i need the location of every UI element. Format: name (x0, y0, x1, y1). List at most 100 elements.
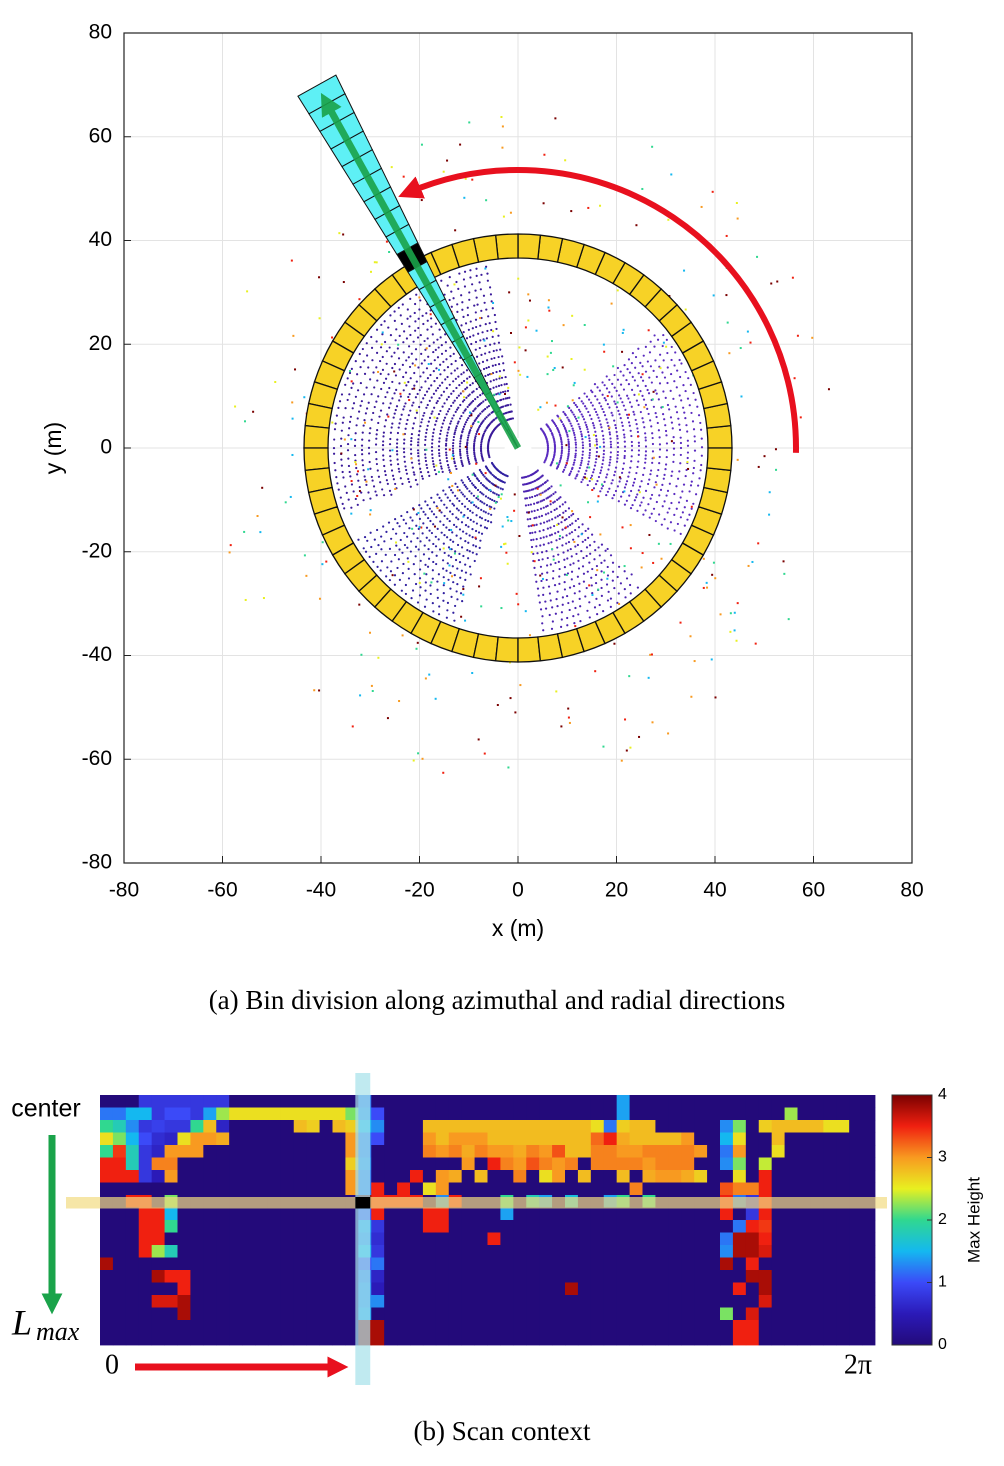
point-cloud-dot (498, 375, 501, 378)
heatmap-cell (448, 1120, 463, 1133)
point-cloud-dot (367, 446, 371, 449)
point-cloud-dot (599, 533, 602, 536)
point-cloud-dot (556, 546, 559, 549)
point-cloud-dot (425, 390, 429, 393)
heatmap-cell (590, 1132, 605, 1146)
point-cloud-dot (649, 419, 652, 422)
point-cloud-dot (365, 483, 368, 486)
point-cloud-dot (567, 448, 571, 451)
heatmap-cell (849, 1207, 863, 1221)
point-cloud-dot (539, 522, 542, 525)
heatmap-cell (720, 1207, 734, 1221)
point-cloud-dot (475, 296, 478, 299)
point-cloud-dot (462, 390, 465, 393)
point-cloud-dot (375, 351, 379, 354)
point-cloud-dot (630, 455, 633, 458)
point-cloud-dot (595, 443, 599, 446)
heatmap-cell (384, 1145, 398, 1158)
heatmap-cell (125, 1182, 140, 1196)
point-cloud-dot (600, 405, 603, 408)
heatmap-cell (255, 1120, 269, 1133)
heatmap-cell (732, 1282, 747, 1296)
heatmap-cell (332, 1182, 346, 1196)
point-cloud-dot (513, 361, 516, 364)
heatmap-cell (487, 1132, 501, 1146)
point-cloud-dot (428, 673, 431, 676)
point-cloud-dot (525, 511, 529, 514)
point-cloud-dot (578, 597, 581, 600)
point-cloud-dot (735, 202, 738, 205)
heatmap-cell (203, 1220, 217, 1233)
point-cloud-dot (689, 484, 693, 487)
point-cloud-dot (549, 563, 552, 566)
point-cloud-dot (568, 608, 571, 612)
point-cloud-dot (390, 493, 393, 496)
point-cloud-dot (541, 577, 544, 580)
heatmap-cell (668, 1307, 682, 1321)
point-cloud-dot (463, 270, 467, 273)
point-cloud-dot (568, 586, 572, 589)
heatmap-cell (125, 1295, 140, 1308)
heatmap-cell (642, 1282, 656, 1296)
heatmap-cell (513, 1095, 527, 1108)
point-cloud-dot (637, 347, 640, 350)
point-cloud-dot (686, 518, 689, 521)
point-cloud-dot (585, 423, 588, 427)
point-cloud-dot (673, 380, 676, 383)
point-cloud-dot (602, 438, 605, 441)
point-cloud-dot (542, 202, 545, 205)
point-cloud-dot (539, 544, 542, 547)
point-cloud-dot (463, 495, 466, 498)
point-cloud-dot (418, 594, 422, 597)
heatmap-cell (487, 1270, 501, 1283)
point-cloud-dot (474, 459, 477, 462)
point-cloud-dot (648, 478, 651, 481)
point-cloud-dot (425, 428, 428, 431)
point-cloud-dot (414, 396, 418, 399)
point-cloud-dot (513, 509, 516, 512)
x-tick-label: 40 (703, 879, 726, 902)
heatmap-cell (177, 1245, 191, 1258)
point-cloud-dot (678, 358, 681, 362)
heatmap-cell (616, 1157, 630, 1171)
point-cloud-dot (600, 586, 603, 590)
point-cloud-dot (664, 396, 667, 399)
heatmap-cell (720, 1157, 734, 1171)
point-cloud-dot (580, 433, 583, 436)
point-cloud-dot (478, 433, 481, 436)
point-cloud-dot (561, 516, 564, 519)
point-cloud-dot (631, 503, 634, 507)
heatmap-cell (397, 1145, 411, 1158)
point-cloud-dot (479, 423, 483, 426)
point-cloud-dot (411, 466, 414, 469)
heatmap-cell (280, 1095, 295, 1108)
axes-frame (123, 32, 913, 864)
point-cloud-dot (733, 629, 736, 632)
heatmap-cell (100, 1257, 114, 1271)
point-cloud-dot (346, 442, 350, 446)
heatmap-cell (112, 1207, 127, 1221)
point-cloud-dot (370, 346, 374, 349)
point-cloud-dot (566, 616, 569, 620)
point-cloud-dot (698, 477, 701, 480)
point-cloud-dot (546, 448, 550, 451)
point-cloud-dot (484, 511, 487, 514)
point-cloud-dot (358, 485, 361, 489)
point-cloud-dot (383, 425, 386, 428)
point-cloud-dot (563, 412, 566, 415)
heatmap-cell (216, 1257, 230, 1271)
point-cloud-dot (394, 374, 398, 377)
point-cloud-dot (579, 410, 582, 413)
heatmap-cell (823, 1207, 837, 1221)
point-cloud-dot (553, 453, 556, 456)
point-cloud-dot (627, 421, 631, 424)
heatmap-cell (513, 1307, 527, 1321)
row-start-label: center (11, 1095, 80, 1123)
point-cloud-dot (458, 445, 462, 448)
point-cloud-dot (576, 575, 579, 578)
heatmap-cell (552, 1295, 566, 1308)
point-cloud-dot (392, 416, 395, 419)
heatmap-cell (539, 1257, 553, 1271)
point-cloud-dot (591, 592, 594, 595)
heatmap-cell (590, 1220, 605, 1233)
